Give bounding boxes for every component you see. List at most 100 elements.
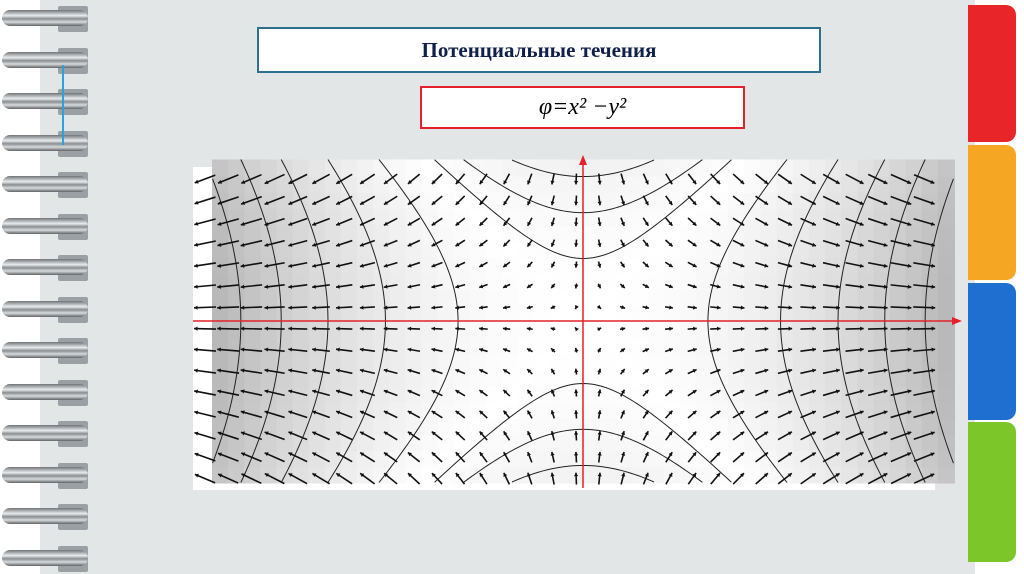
- arrow-head: [218, 473, 223, 478]
- arrow-head: [835, 452, 840, 457]
- shade-cell: [873, 401, 891, 419]
- shade-cell: [437, 272, 455, 290]
- arrow-head: [930, 410, 935, 415]
- arrow-head: [502, 326, 507, 331]
- shade-cell: [841, 288, 859, 306]
- shade-cell: [260, 385, 278, 403]
- shade-cell: [937, 175, 955, 193]
- shade-cell: [857, 337, 875, 355]
- arrow-head: [359, 326, 364, 331]
- shade-cell: [518, 175, 536, 193]
- shade-cell: [389, 369, 407, 387]
- shade-cell: [228, 337, 246, 355]
- vector-arrow: [194, 410, 216, 418]
- shade-cell: [857, 353, 875, 371]
- shade-cell: [550, 191, 568, 209]
- shade-cell: [502, 288, 520, 306]
- arrow-head: [597, 348, 601, 353]
- shade-cell: [566, 369, 584, 387]
- shade-cell: [615, 240, 633, 258]
- shade-cell: [889, 207, 907, 226]
- shade-cell: [437, 385, 455, 403]
- tab-orange[interactable]: [968, 145, 1016, 280]
- shade-cell: [276, 191, 294, 209]
- shade-cell: [437, 191, 455, 209]
- shade-cell: [873, 304, 891, 322]
- arrow-head: [288, 180, 293, 184]
- arrow-head: [264, 284, 269, 289]
- shade-cell: [276, 159, 294, 177]
- shade-cell: [421, 369, 439, 387]
- shade-cell: [550, 272, 568, 290]
- arrow-head: [217, 179, 223, 184]
- shade-cell: [921, 337, 939, 355]
- shade-cell: [663, 304, 681, 322]
- arrow-head: [574, 222, 579, 227]
- arrow-head: [811, 242, 816, 247]
- arrow-head: [336, 263, 340, 268]
- arrow-head: [407, 221, 412, 226]
- shade-cell: [470, 321, 488, 339]
- shade-cell: [647, 337, 665, 355]
- shade-cell: [744, 466, 762, 484]
- arrow-head: [455, 242, 460, 247]
- shade-cell: [679, 385, 697, 403]
- shade-cell: [921, 191, 939, 209]
- shade-cell: [663, 256, 681, 274]
- vector-arrow: [193, 348, 217, 352]
- arrow-head: [264, 326, 269, 331]
- arrow-head: [194, 347, 198, 352]
- arrow-head: [668, 242, 673, 247]
- shade-cell: [615, 159, 633, 177]
- shade-cell: [502, 191, 520, 209]
- shade-cell: [712, 385, 730, 403]
- arrow-head: [503, 242, 508, 247]
- shade-cell: [308, 288, 326, 306]
- shade-cell: [776, 207, 794, 226]
- arrow-head: [621, 326, 626, 332]
- arrow-head: [692, 452, 697, 457]
- arrow-head: [930, 431, 935, 436]
- shade-cell: [470, 224, 488, 242]
- shade-cell: [937, 240, 955, 258]
- shade-cell: [921, 207, 939, 226]
- shade-cell: [857, 288, 875, 306]
- arrow-head: [883, 242, 888, 247]
- shade-cell: [357, 224, 375, 242]
- spiral-ring: [2, 259, 88, 275]
- vector-arrow: [217, 174, 239, 184]
- arrow-head: [240, 263, 245, 268]
- shade-cell: [776, 385, 794, 403]
- arrow-head: [240, 221, 245, 226]
- arrow-head: [574, 347, 579, 352]
- shade-cell: [728, 288, 746, 306]
- shade-cell: [453, 369, 472, 387]
- shade-cell: [260, 369, 278, 387]
- shade-cell: [937, 401, 955, 419]
- shade-cell: [534, 369, 552, 387]
- shade-cell: [324, 417, 343, 436]
- shade-cell: [824, 191, 843, 209]
- shade-cell: [324, 207, 343, 226]
- shade-cell: [599, 272, 617, 290]
- arrow-head: [264, 221, 269, 226]
- shade-cell: [550, 256, 568, 274]
- vector-arrow: [913, 217, 935, 226]
- shade-cell: [276, 288, 294, 306]
- shade-cell: [421, 353, 439, 371]
- shade-cell: [470, 369, 488, 387]
- arrow-head: [907, 242, 912, 247]
- tab-red[interactable]: [968, 5, 1016, 142]
- shade-cell: [357, 191, 375, 209]
- tab-green[interactable]: [968, 422, 1016, 562]
- shade-cell: [566, 337, 584, 355]
- arrow-head: [597, 368, 602, 373]
- arrow-head: [527, 221, 532, 226]
- shade-cell: [679, 207, 697, 226]
- tab-blue[interactable]: [968, 283, 1016, 420]
- shade-cell: [808, 369, 826, 387]
- arrow-head: [551, 263, 555, 268]
- arrow-head: [812, 263, 816, 268]
- arrow-head: [288, 473, 293, 478]
- shade-cell: [308, 159, 326, 177]
